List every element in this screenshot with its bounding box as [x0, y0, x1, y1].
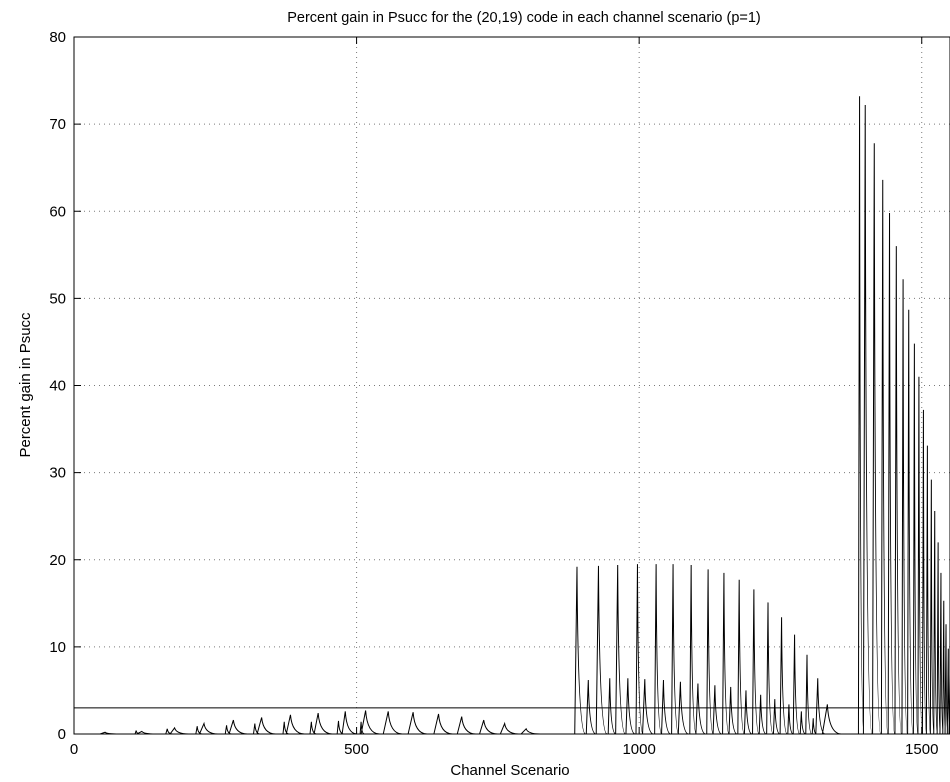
y-tick-label: 70	[49, 116, 66, 133]
y-tick-label: 50	[49, 290, 66, 307]
y-tick-label: 30	[49, 465, 66, 482]
x-tick-label: 500	[344, 741, 369, 758]
y-tick-label: 80	[49, 29, 66, 46]
y-axis: 0 10 20 30 40 50 60 70 80	[49, 29, 81, 743]
y-tick-label: 20	[49, 552, 66, 569]
x-tick-label: 0	[70, 741, 78, 758]
x-tick-label: 1000	[622, 741, 655, 758]
grid-lines	[74, 37, 950, 734]
chart-title: Percent gain in Psucc for the (20,19) co…	[287, 10, 761, 26]
x-tick-label: 1500	[905, 741, 938, 758]
y-tick-label: 60	[49, 203, 66, 220]
y-tick-label: 40	[49, 378, 66, 395]
x-axis: 0 500 1000 1500	[70, 37, 938, 758]
series-line	[74, 96, 950, 735]
y-axis-label: Percent gain in Psucc	[17, 312, 34, 458]
y-tick-label: 0	[58, 726, 66, 743]
plot-frame	[73, 36, 950, 735]
x-axis-label: Channel Scenario	[450, 762, 569, 779]
y-tick-label: 10	[49, 639, 66, 656]
